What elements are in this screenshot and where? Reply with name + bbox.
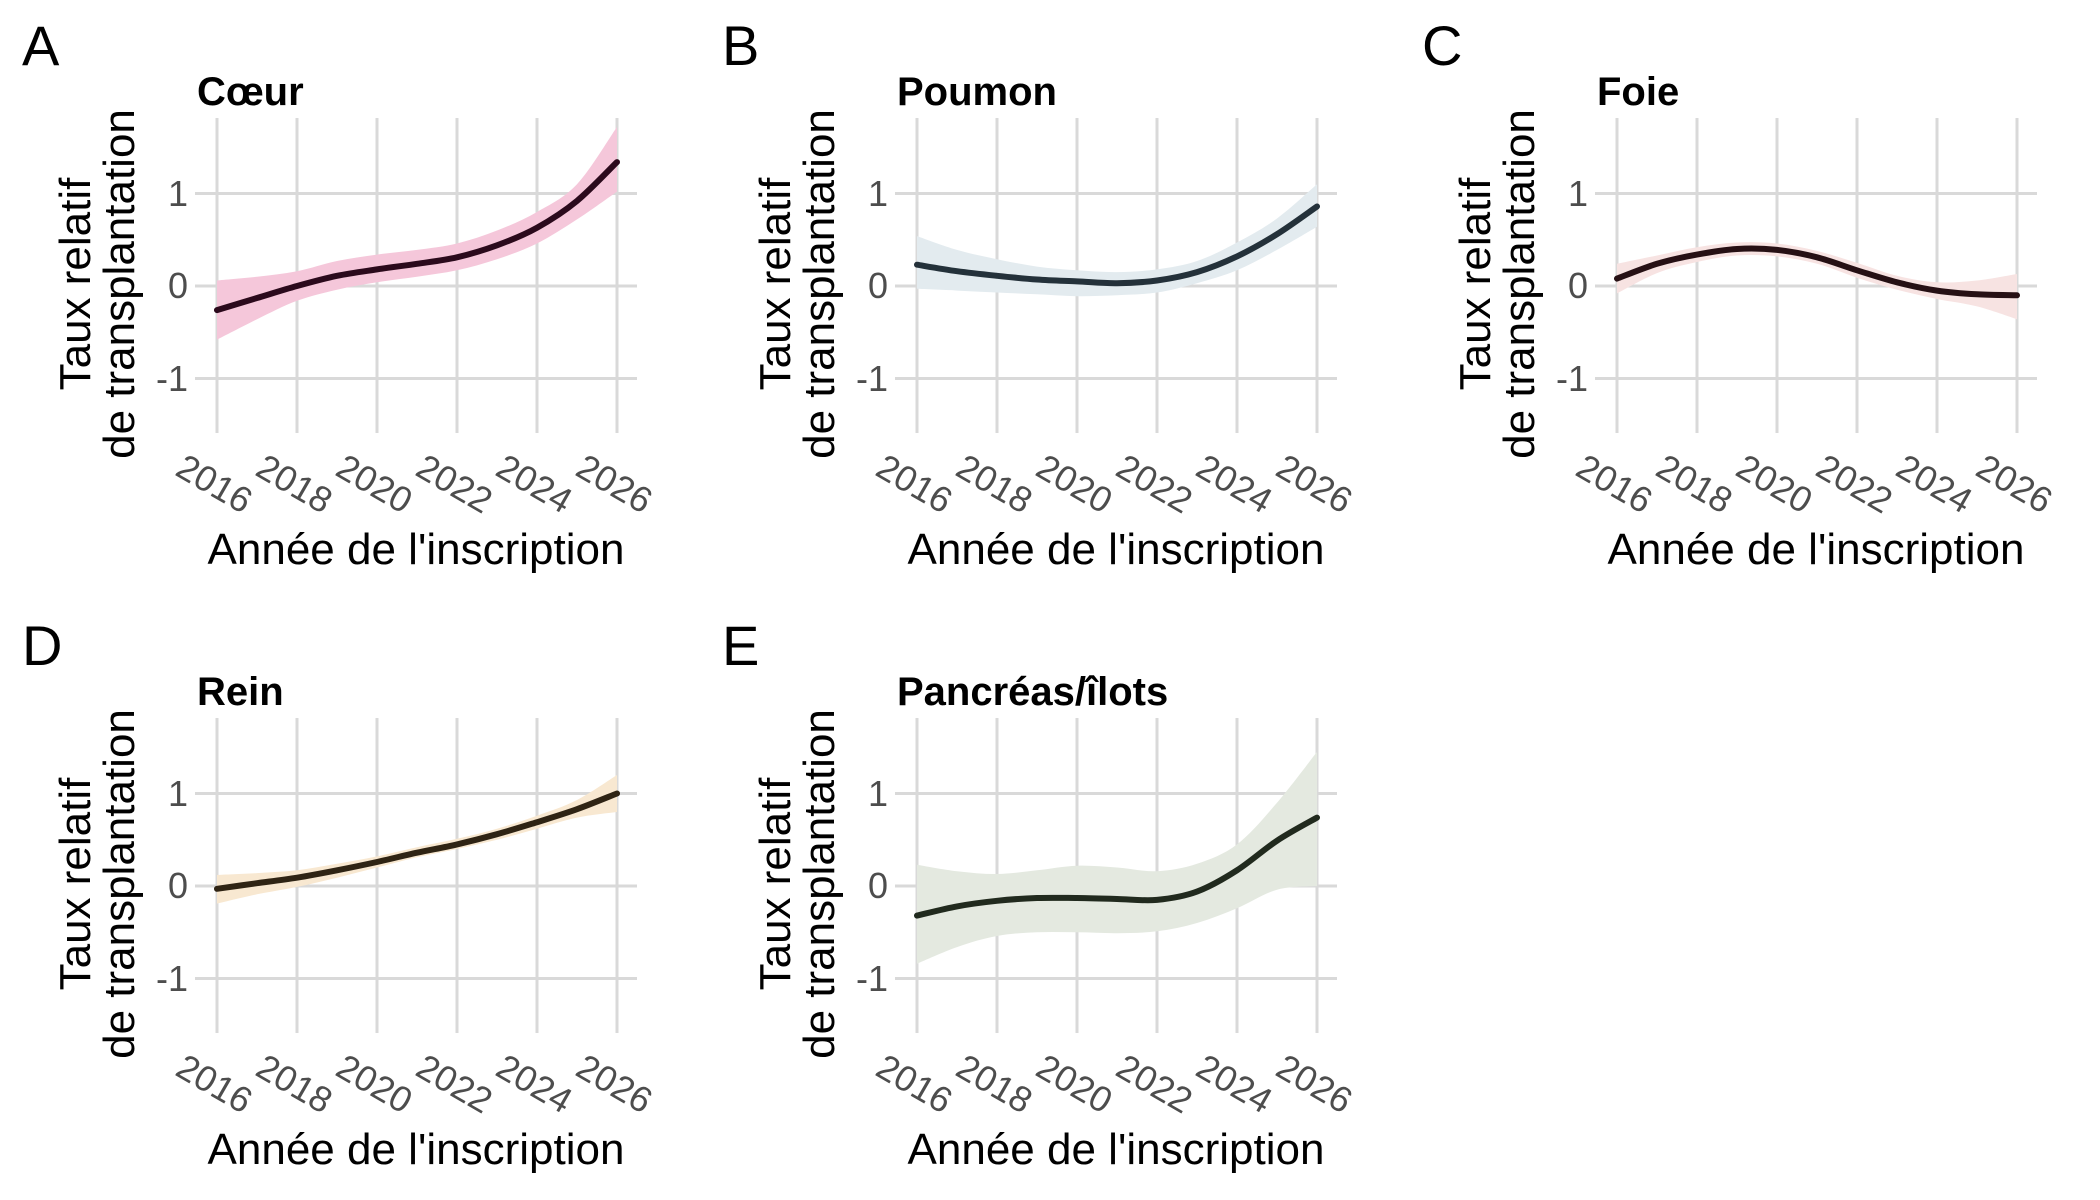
plot-area-foie	[1595, 118, 2037, 433]
y-tick-label: 1	[867, 172, 888, 214]
y-tick-label: 0	[167, 265, 188, 306]
empty-cell	[1400, 600, 2100, 1200]
trend-line	[1614, 245, 2020, 299]
panel-letter-c: C	[1422, 14, 1463, 77]
y-tick-label: -1	[155, 957, 188, 999]
plot-area-coeur	[195, 118, 637, 433]
panel-letter-a: A	[22, 14, 60, 77]
confidence-band	[917, 751, 1317, 964]
confidence-band	[1617, 242, 2017, 320]
y-tick-label: 0	[1567, 265, 1588, 306]
trend-line	[214, 790, 620, 892]
x-axis-title: Année de l'inscription	[207, 1125, 625, 1174]
trend-line	[914, 203, 1320, 287]
y-tick-label: -1	[1555, 357, 1588, 399]
x-axis-title: Année de l'inscription	[907, 525, 1325, 574]
x-axis-title: Année de l'inscription	[207, 525, 625, 574]
y-tick-label: -1	[855, 957, 888, 999]
plot-area-pancreas-ilots	[895, 718, 1337, 1033]
plot-area-poumon	[895, 118, 1337, 433]
x-axis-title: Année de l'inscription	[907, 1125, 1325, 1174]
panel-poumon: B Poumon Taux relatif de transplantation …	[700, 0, 1400, 600]
confidence-band	[917, 184, 1317, 297]
trend-line	[214, 159, 620, 314]
y-tick-label: 1	[167, 172, 188, 214]
confidence-band	[217, 126, 617, 340]
y-tick-label: 0	[167, 865, 188, 906]
panel-letter-d: D	[22, 614, 63, 677]
y-tick-label: 0	[867, 265, 888, 306]
y-tick-label: 1	[1567, 172, 1588, 214]
x-axis-title: Année de l'inscription	[1607, 525, 2025, 574]
panel-coeur: A Cœur Taux relatif de transplantation An…	[0, 0, 700, 600]
y-tick-label: -1	[855, 357, 888, 399]
panel-title-coeur: Cœur	[197, 70, 304, 114]
panel-foie: C Foie Taux relatif de transplantation An…	[1400, 0, 2100, 600]
panel-letter-b: B	[722, 14, 760, 77]
panel-letter-e: E	[722, 614, 760, 677]
panel-title-poumon: Poumon	[897, 70, 1057, 114]
panel-pancreas-ilots: E Pancréas/îlots Taux relatif de transpla…	[700, 600, 1400, 1200]
trend-line	[914, 814, 1320, 919]
panel-title-rein: Rein	[197, 670, 284, 714]
panel-rein: D Rein Taux relatif de transplantation An…	[0, 600, 700, 1200]
plot-area-rein	[195, 718, 637, 1033]
y-tick-label: -1	[155, 357, 188, 399]
y-tick-label: 1	[167, 772, 188, 814]
panel-title-pancreas-ilots: Pancréas/îlots	[897, 670, 1169, 714]
y-tick-label: 0	[867, 865, 888, 906]
y-tick-label: 1	[867, 772, 888, 814]
panel-title-foie: Foie	[1597, 70, 1680, 114]
